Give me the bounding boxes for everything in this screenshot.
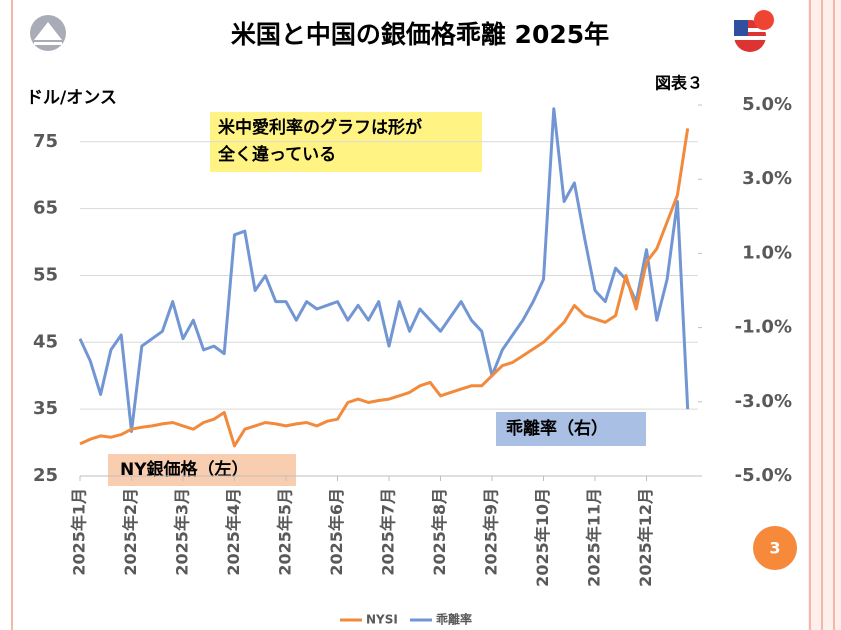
y-tick-label: 75 xyxy=(33,131,58,152)
series-label-box xyxy=(496,412,646,446)
x-tick-label: 2025年11月 xyxy=(585,488,604,587)
x-tick-label: 2025年12月 xyxy=(636,488,655,587)
flag-icon xyxy=(734,10,774,52)
y-tick-label: 45 xyxy=(33,331,58,352)
border xyxy=(808,0,841,630)
y2-tick-label: -5.0% xyxy=(735,465,792,486)
y-tick-label: 55 xyxy=(33,264,58,285)
y2-tick-label: -3.0% xyxy=(735,391,792,412)
series-line xyxy=(79,128,690,448)
x-tick-label: 2025年4月 xyxy=(224,488,243,576)
series-label-box xyxy=(108,454,296,486)
series-label: NY銀価格（左） xyxy=(120,459,249,480)
y2-tick-label: 1.0% xyxy=(742,242,792,263)
x-tick-label: 2025年5月 xyxy=(276,488,295,576)
annotation: 全く違っている xyxy=(217,144,336,165)
page-number-badge xyxy=(753,526,797,570)
y2-tick-label: 5.0% xyxy=(742,94,792,115)
legend-label: 乖離率 xyxy=(436,612,472,627)
y-tick-label: 25 xyxy=(33,465,58,486)
legend-label: NYSI xyxy=(366,613,398,627)
x-tick-label: 2025年10月 xyxy=(533,488,552,587)
x-tick-label: 2025年8月 xyxy=(430,488,449,576)
figure-label: 図表３ xyxy=(655,74,703,93)
y2-tick-label: 3.0% xyxy=(742,168,792,189)
x-tick-label: 2025年1月 xyxy=(70,488,89,576)
x-tick-label: 2025年2月 xyxy=(121,488,140,576)
series-label: 乖離率（右） xyxy=(506,418,608,439)
y-tick-label: 35 xyxy=(33,398,58,419)
y-axis-label: ドル/オンス xyxy=(26,88,117,108)
y-tick-label: 65 xyxy=(33,198,58,219)
logo xyxy=(30,15,66,51)
chart-title: 米国と中国の銀価格乖離 2025年 xyxy=(231,20,609,49)
page-number: 3 xyxy=(769,539,780,558)
x-tick-label: 2025年7月 xyxy=(379,488,398,576)
x-tick-label: 2025年9月 xyxy=(482,488,501,576)
y2-tick-label: -1.0% xyxy=(735,317,792,338)
annotation: 米中愛利率のグラフは形が xyxy=(218,117,422,138)
series-line xyxy=(78,107,690,433)
x-tick-label: 2025年6月 xyxy=(327,488,346,576)
x-tick-label: 2025年3月 xyxy=(173,488,192,576)
